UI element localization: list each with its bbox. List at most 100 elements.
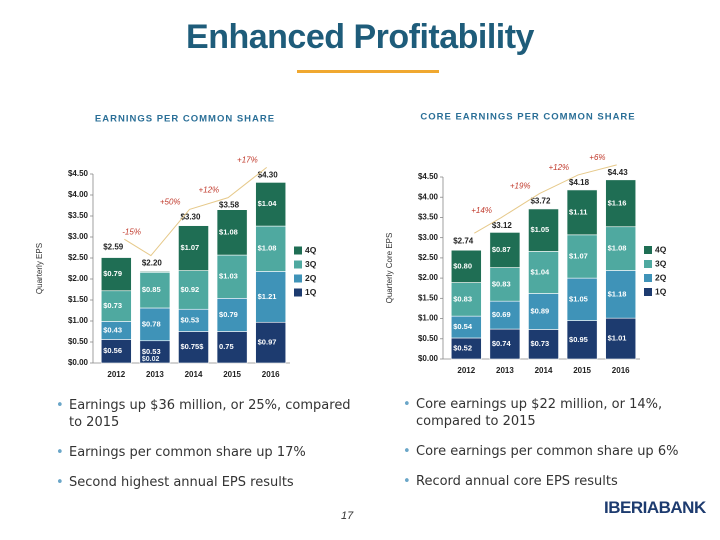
segment-label: $0.69 bbox=[492, 310, 511, 319]
chart-title: CORE EARNINGS PER COMMON SHARE bbox=[420, 112, 635, 123]
segment-label: $1.05 bbox=[530, 225, 549, 234]
bar-segment bbox=[605, 179, 637, 228]
segment-label: $0.83 bbox=[492, 279, 511, 288]
x-tick-label: 2013 bbox=[146, 370, 164, 379]
bar-segment bbox=[178, 225, 209, 271]
segment-label: $1.21 bbox=[258, 292, 277, 301]
y-tick-label: $4.50 bbox=[418, 172, 439, 181]
segment-label: $1.04 bbox=[530, 267, 550, 276]
segment-label: $1.04 bbox=[258, 199, 278, 208]
total-label: $2.59 bbox=[103, 242, 124, 251]
y-tick-label: $3.50 bbox=[418, 213, 439, 222]
growth-label: +17% bbox=[237, 156, 258, 165]
bar-segment bbox=[216, 254, 248, 299]
bullet: Record annual core EPS results bbox=[403, 473, 703, 490]
segment-label: $0.79 bbox=[219, 310, 238, 319]
y-tick-label: $0.00 bbox=[68, 358, 89, 367]
segment-label: $1.16 bbox=[608, 198, 627, 207]
total-label: $3.30 bbox=[180, 213, 201, 222]
segment-label: $0.85 bbox=[142, 285, 161, 294]
segment-label: $1.07 bbox=[569, 251, 588, 260]
growth-label: +6% bbox=[589, 153, 605, 162]
y-tick-label: $3.50 bbox=[68, 211, 89, 220]
bar-segment bbox=[216, 209, 248, 256]
bar-segment bbox=[566, 320, 598, 360]
y-tick-label: $1.50 bbox=[418, 293, 439, 302]
segment-label: $0.02 bbox=[142, 356, 160, 363]
segment-label: $0.95 bbox=[569, 335, 588, 344]
segment-label: $1.01 bbox=[608, 334, 627, 343]
segment-label: $0.80 bbox=[453, 261, 472, 270]
segment-label: $0.92 bbox=[180, 285, 199, 294]
segment-label: $0.53 bbox=[142, 347, 161, 356]
bar-segment bbox=[605, 270, 637, 319]
charts: EARNINGS PER COMMON SHARE Quarterly EPS $0… bbox=[35, 112, 667, 380]
y-axis-label: Quarterly EPS bbox=[35, 243, 44, 294]
total-label: $2.74 bbox=[453, 236, 474, 245]
bar-segment bbox=[139, 271, 171, 273]
legend-swatch bbox=[644, 260, 652, 268]
y-tick-label: $2.50 bbox=[418, 253, 439, 262]
segment-label: $0.74 bbox=[492, 339, 512, 348]
bar-segment bbox=[100, 290, 132, 322]
bullets-right: Core earnings up $22 million, or 14%, co… bbox=[403, 396, 703, 503]
total-label: $3.72 bbox=[530, 197, 551, 206]
segment-label: $0.54 bbox=[453, 322, 473, 331]
bullet: Earnings per common share up 17% bbox=[56, 444, 356, 461]
bar-segment bbox=[528, 208, 559, 252]
segment-label: $1.11 bbox=[569, 207, 587, 216]
y-tick-label: $2.00 bbox=[418, 273, 439, 282]
growth-label: +50% bbox=[160, 198, 181, 207]
legend-label: 1Q bbox=[655, 286, 667, 296]
segment-label: $0.73 bbox=[103, 301, 122, 310]
segment-label: $0.79 bbox=[103, 269, 122, 278]
y-tick-label: $1.00 bbox=[68, 316, 89, 325]
segment-label: $1.08 bbox=[219, 227, 238, 236]
bar-segment bbox=[489, 267, 521, 302]
legend-swatch bbox=[644, 288, 652, 296]
bullets-left: Earnings up $36 million, or 25%, compare… bbox=[56, 397, 356, 504]
y-tick-label: $4.00 bbox=[68, 190, 89, 199]
bar-segment bbox=[489, 232, 521, 268]
bar-segment bbox=[450, 249, 482, 283]
segment-label: $1.03 bbox=[219, 272, 238, 281]
bar-segment bbox=[216, 331, 248, 364]
legend-label: 2Q bbox=[305, 273, 317, 283]
legend-label: 4Q bbox=[655, 244, 667, 254]
bar-segment bbox=[255, 182, 287, 227]
y-axis-label: Quarterly Core EPS bbox=[385, 233, 394, 304]
legend-swatch bbox=[294, 260, 302, 269]
growth-line bbox=[474, 164, 617, 234]
x-tick-label: 2016 bbox=[612, 366, 630, 375]
growth-label: -15% bbox=[122, 227, 141, 236]
bar-segment bbox=[178, 331, 209, 364]
segment-label: $1.07 bbox=[180, 243, 199, 252]
growth-line bbox=[124, 167, 268, 257]
bullet: Second highest annual EPS results bbox=[56, 474, 356, 491]
total-label: $2.20 bbox=[142, 259, 163, 268]
slide-title: Enhanced Profitability bbox=[186, 18, 534, 56]
x-tick-label: 2015 bbox=[223, 370, 241, 379]
segment-label: $0.73 bbox=[530, 339, 549, 348]
total-label: $4.30 bbox=[258, 171, 279, 180]
bar-segment bbox=[566, 277, 598, 321]
x-tick-label: 2014 bbox=[535, 366, 553, 375]
legend-swatch bbox=[644, 274, 652, 282]
growth-label: +12% bbox=[198, 186, 219, 195]
bar-segment bbox=[216, 298, 248, 332]
bullet: Core earnings up $22 million, or 14%, co… bbox=[403, 396, 703, 430]
y-tick-label: $1.00 bbox=[418, 314, 439, 323]
y-tick-label: $3.00 bbox=[68, 232, 89, 241]
y-tick-label: $4.50 bbox=[68, 169, 89, 178]
total-label: $3.58 bbox=[219, 201, 240, 210]
bar-segment bbox=[566, 234, 598, 279]
x-tick-label: 2016 bbox=[262, 370, 280, 379]
page-number: 17 bbox=[341, 510, 354, 522]
segment-label: $1.18 bbox=[608, 289, 627, 298]
y-tick-label: $2.00 bbox=[68, 274, 89, 283]
bar-segment bbox=[605, 226, 637, 271]
segment-label: $0.52 bbox=[453, 343, 472, 352]
y-tick-label: $1.50 bbox=[68, 295, 89, 304]
legend-swatch bbox=[294, 274, 302, 283]
